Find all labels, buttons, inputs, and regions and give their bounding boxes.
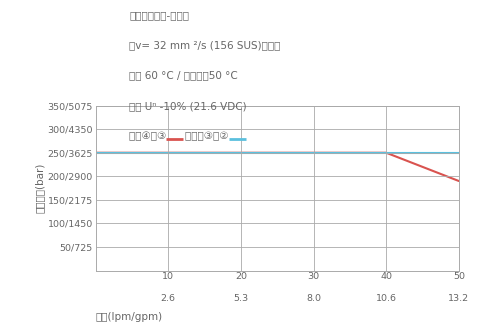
Text: 8.0: 8.0 [306, 294, 321, 303]
Text: 油温 60 °C / 环境温度50 °C: 油温 60 °C / 环境温度50 °C [129, 71, 238, 81]
Text: 13.2: 13.2 [448, 294, 469, 303]
Text: 电压 Uⁿ -10% (21.6 VDC): 电压 Uⁿ -10% (21.6 VDC) [129, 101, 247, 111]
Text: 在v= 32 mm ²/s (156 SUS)下测定: 在v= 32 mm ²/s (156 SUS)下测定 [129, 40, 281, 50]
Text: 通电④到③: 通电④到③ [129, 131, 170, 141]
Text: 流量(lpm/gpm): 流量(lpm/gpm) [96, 312, 163, 322]
Text: ；断电③到②: ；断电③到② [185, 131, 232, 141]
Y-axis label: 工作压力(bar): 工作压力(bar) [34, 163, 44, 213]
Text: 10.6: 10.6 [376, 294, 397, 303]
Text: 2.6: 2.6 [161, 294, 176, 303]
Text: 5.3: 5.3 [233, 294, 249, 303]
Text: 工作极限曲线-轻载型: 工作极限曲线-轻载型 [129, 10, 189, 20]
